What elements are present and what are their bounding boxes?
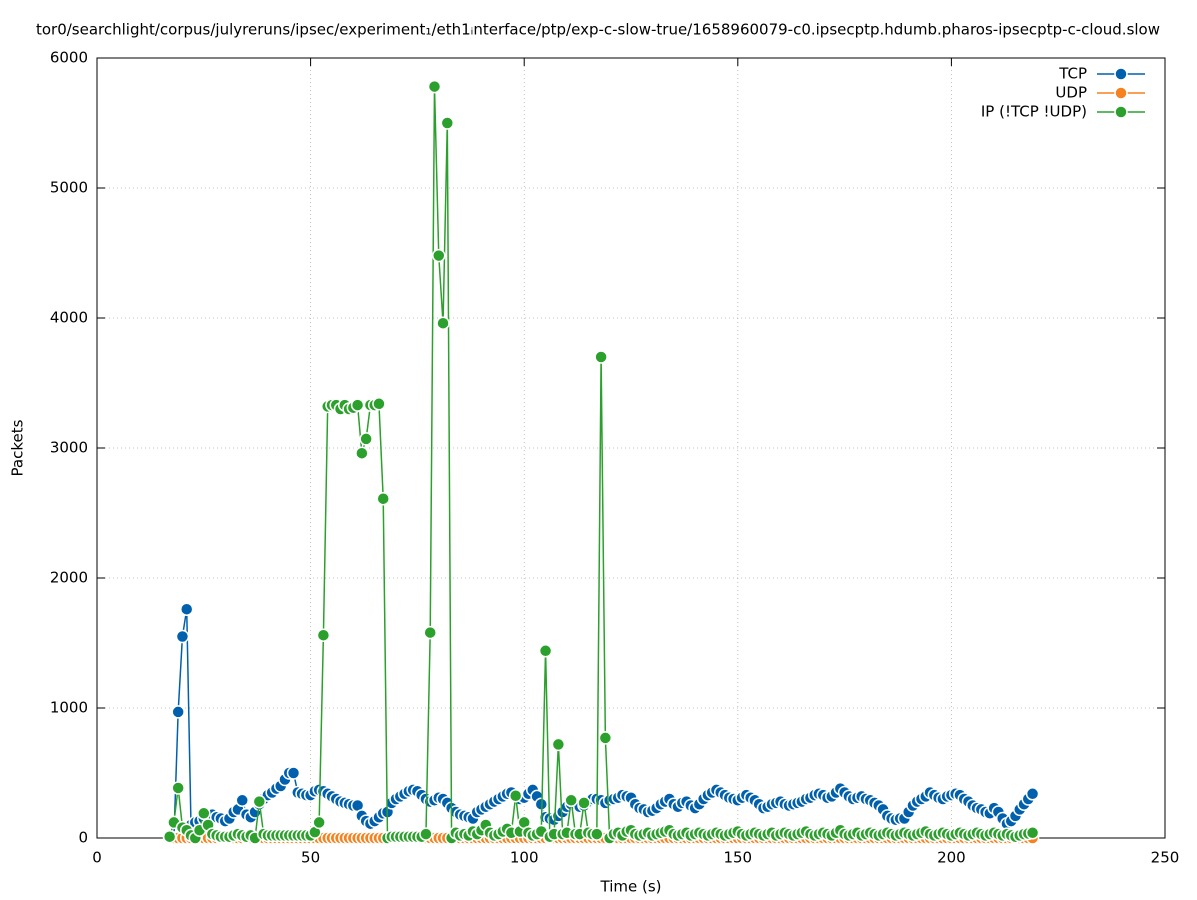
- x-tick-label: 0: [92, 849, 102, 867]
- data-point: [440, 116, 455, 130]
- data-point: [179, 602, 194, 616]
- y-tick-label: 2000: [50, 569, 88, 587]
- data-point: [171, 781, 185, 795]
- legend-label: TCP: [1058, 65, 1087, 83]
- data-point: [508, 789, 523, 803]
- data-point: [594, 350, 608, 364]
- x-axis-label: Time (s): [600, 878, 662, 896]
- x-tick-label: 250: [1151, 849, 1180, 867]
- legend-marker: [1114, 67, 1128, 81]
- data-point: [423, 625, 437, 640]
- x-tick-label: 150: [723, 849, 752, 867]
- data-point: [235, 793, 249, 808]
- y-tick-label: 3000: [50, 439, 88, 457]
- legend-marker: [1114, 86, 1128, 100]
- data-point: [372, 397, 386, 411]
- data-point: [598, 731, 613, 745]
- data-point: [427, 79, 442, 94]
- x-tick-label: 100: [510, 849, 539, 867]
- data-point: [551, 737, 566, 752]
- data-point: [316, 628, 331, 642]
- data-point: [359, 432, 373, 446]
- data-point: [590, 827, 604, 841]
- data-point: [1025, 826, 1040, 840]
- data-point: [162, 829, 177, 844]
- legend-marker: [1114, 105, 1128, 119]
- legend-label: IP (!TCP !UDP): [981, 103, 1087, 121]
- data-point: [355, 446, 369, 460]
- data-point: [197, 806, 211, 821]
- data-point: [538, 644, 553, 658]
- y-tick-label: 0: [78, 829, 88, 847]
- x-tick-label: 200: [937, 849, 966, 867]
- data-point: [252, 794, 267, 809]
- legend-label: UDP: [1055, 84, 1087, 102]
- data-point: [577, 796, 591, 810]
- y-tick-label: 6000: [50, 49, 88, 67]
- y-tick-label: 5000: [50, 179, 88, 197]
- data-point: [419, 827, 433, 841]
- data-point: [175, 629, 190, 644]
- data-point: [432, 248, 446, 263]
- data-point: [171, 705, 185, 719]
- y-tick-label: 4000: [50, 309, 88, 327]
- data-point: [436, 316, 450, 330]
- data-point: [376, 491, 390, 506]
- data-point: [1025, 787, 1040, 801]
- data-point: [564, 793, 578, 808]
- x-tick-label: 50: [301, 849, 320, 867]
- chart-title: tor0/searchlight/corpus/julyreruns/ipsec…: [36, 21, 1160, 39]
- data-point: [286, 766, 301, 780]
- y-tick-label: 1000: [50, 699, 88, 717]
- data-point: [350, 398, 365, 412]
- data-point: [312, 815, 326, 830]
- y-axis-label: Packets: [9, 419, 27, 476]
